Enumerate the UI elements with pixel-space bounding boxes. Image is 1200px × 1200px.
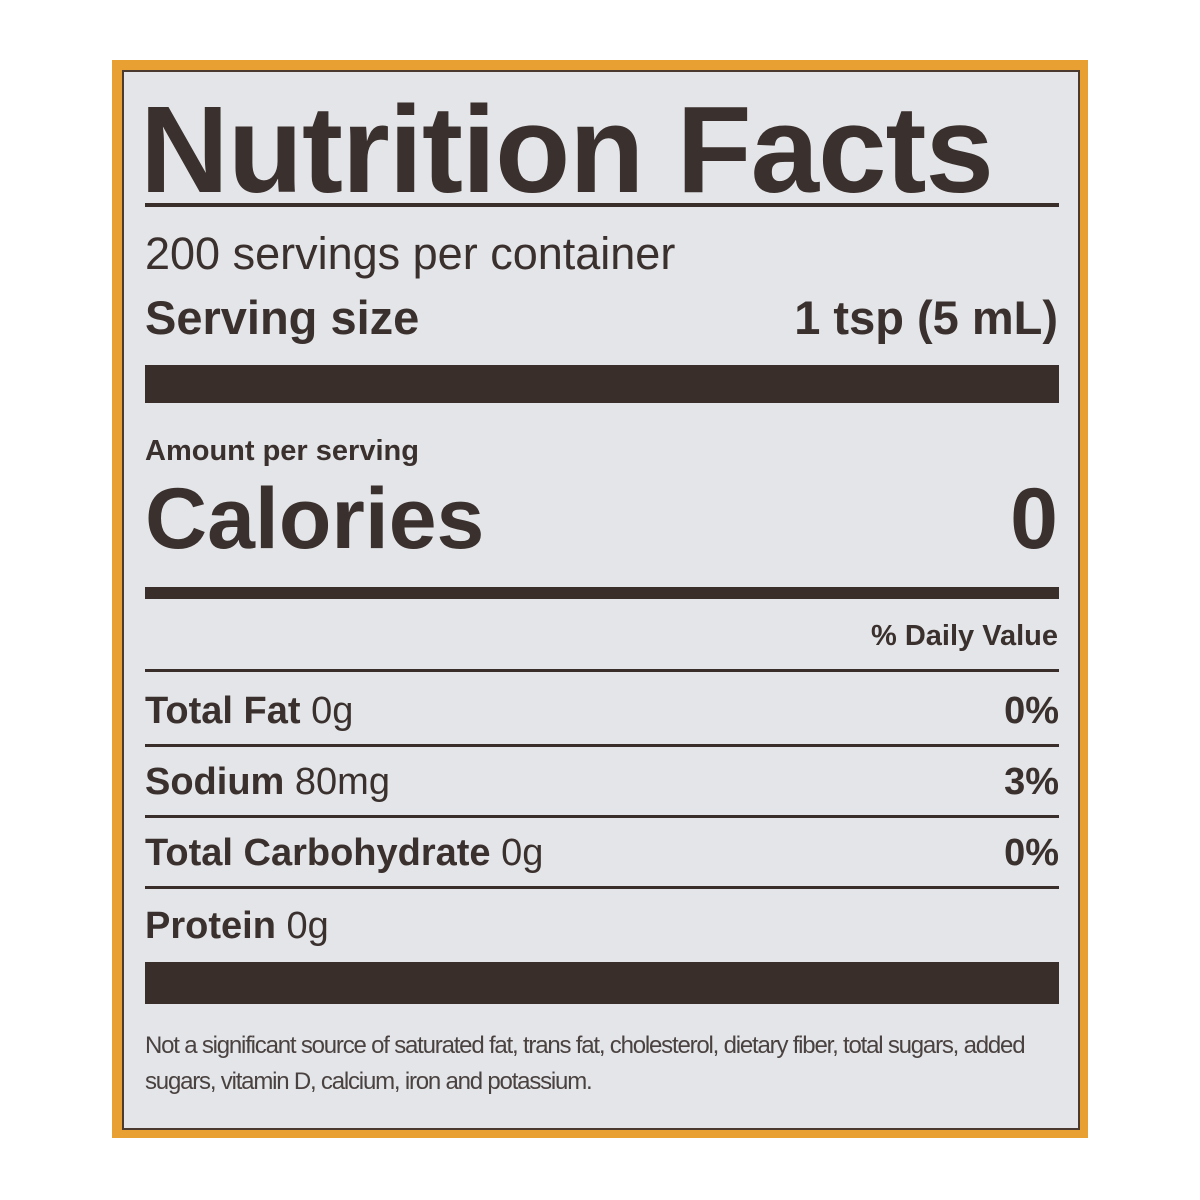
thick-divider: [145, 962, 1059, 1004]
amount-per-serving: Amount per serving: [145, 435, 419, 467]
serving-size-label: Serving size: [145, 291, 420, 344]
footnote: Not a significant source of saturated fa…: [145, 1032, 1026, 1095]
calories-label: Calories: [145, 471, 485, 567]
serving-size-value: 1 tsp (5 mL): [794, 291, 1058, 344]
nutrient-row-sodium: Sodium 80mg 3%: [145, 761, 1059, 804]
nutrient-name: Protein: [145, 905, 276, 947]
nutrient-amount: 0g: [501, 832, 544, 874]
nutrient-amount: 80mg: [294, 761, 390, 803]
calories-value: 0: [1010, 471, 1058, 567]
nutrient-row-total-fat: Total Fat 0g 0%: [145, 690, 1059, 733]
servings-per-container: 200 servings per container: [145, 228, 676, 279]
nutrient-dv: 0%: [1004, 832, 1059, 874]
thick-divider: [145, 365, 1059, 403]
nutrient-name: Sodium: [145, 761, 285, 803]
row-divider: [145, 669, 1059, 672]
nutrient-amount: 0g: [311, 690, 354, 732]
row-divider: [145, 815, 1059, 818]
nutrition-panel: [122, 70, 1080, 1130]
daily-value-header: % Daily Value: [871, 620, 1058, 652]
nutrient-dv: 0%: [1004, 690, 1059, 732]
title-divider: [145, 203, 1059, 207]
nutrient-dv: 3%: [1004, 761, 1059, 803]
nutrient-row-protein: Protein 0g: [145, 905, 1059, 948]
row-divider: [145, 886, 1059, 889]
nutrient-row-total-carbohydrate: Total Carbohydrate 0g 0%: [145, 832, 1059, 875]
nutrition-facts-title: Nutrition Facts: [140, 82, 994, 219]
nutrient-amount: 0g: [286, 905, 329, 947]
nutrient-name: Total Fat: [145, 690, 301, 732]
row-divider: [145, 744, 1059, 747]
nutrient-name: Total Carbohydrate: [145, 832, 491, 874]
medium-divider: [145, 587, 1059, 599]
